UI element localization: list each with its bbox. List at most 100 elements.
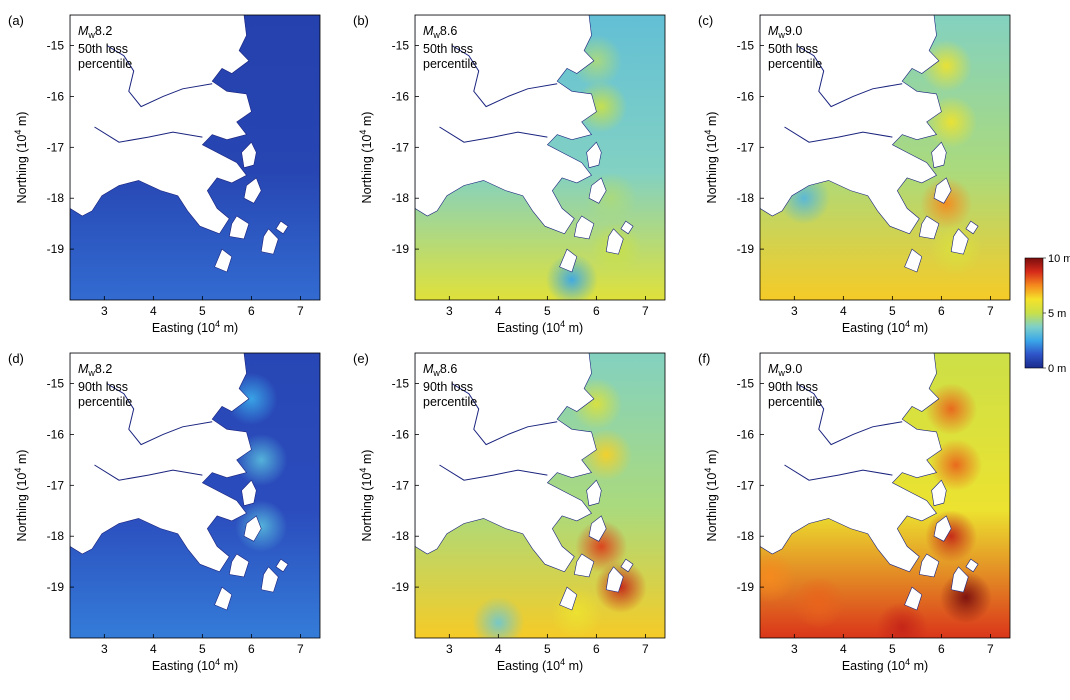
hotspot	[760, 550, 796, 603]
river	[94, 464, 203, 481]
panel-label: (c)	[698, 13, 713, 28]
y-tick-label: -15	[47, 39, 65, 53]
inundation-field	[760, 353, 1010, 638]
hotspot	[925, 382, 978, 435]
x-tick-label: 7	[642, 304, 649, 318]
percentile-label: 90th loss	[423, 380, 473, 394]
island	[586, 479, 602, 507]
y-tick-label: -17	[392, 478, 410, 492]
island	[243, 177, 262, 204]
x-axis-label: Easting (104 m)	[842, 319, 928, 335]
hotspot	[920, 39, 973, 92]
hotspot	[920, 177, 973, 230]
x-tick-label: 4	[840, 642, 847, 656]
x-tick-label: 5	[199, 642, 206, 656]
river	[796, 45, 903, 108]
x-axis-label: Easting (104 m)	[152, 319, 238, 335]
island	[275, 558, 289, 573]
percentile-label: 50th loss	[78, 42, 128, 56]
plot-frame	[414, 14, 666, 301]
y-tick-label: -18	[737, 191, 755, 205]
y-tick-label: -19	[392, 580, 410, 594]
x-tick-label: 3	[101, 642, 108, 656]
x-tick-label: 5	[889, 642, 896, 656]
plot-frame	[759, 352, 1011, 639]
x-tick-label: 4	[150, 642, 157, 656]
magnitude-label: Mw8.6	[423, 362, 457, 378]
island	[573, 215, 595, 240]
plot-frame	[69, 14, 321, 301]
land-mass	[70, 15, 252, 235]
y-tick-label: -15	[737, 377, 755, 391]
x-tick-label: 5	[544, 304, 551, 318]
island	[573, 553, 595, 578]
hotspot	[876, 601, 929, 638]
x-tick-label: 5	[544, 642, 551, 656]
island	[950, 566, 969, 593]
x-tick-label: 7	[297, 642, 304, 656]
river	[451, 45, 558, 108]
island	[260, 566, 279, 593]
plot-frame	[759, 14, 1011, 301]
magnitude-label: Mw9.0	[768, 24, 802, 40]
land-mass	[415, 353, 597, 573]
y-tick-label: -15	[392, 377, 410, 391]
percentile-label: percentile	[78, 57, 132, 71]
y-tick-label: -18	[737, 529, 755, 543]
y-tick-label: -16	[47, 89, 65, 103]
hotspot	[925, 510, 978, 563]
x-tick-label: 6	[938, 304, 945, 318]
percentile-label: 50th loss	[768, 42, 818, 56]
x-tick-label: 3	[446, 304, 453, 318]
percentile-label: 90th loss	[78, 380, 128, 394]
y-axis-label: Northing (104 m)	[358, 450, 374, 542]
island	[241, 141, 257, 169]
x-tick-label: 6	[248, 304, 255, 318]
panel-label: (d)	[8, 351, 24, 366]
y-axis-label: Northing (104 m)	[358, 112, 374, 204]
island	[243, 515, 262, 542]
y-tick-label: -19	[47, 242, 65, 256]
river	[784, 464, 893, 481]
river	[94, 126, 203, 143]
island	[620, 220, 634, 235]
y-axis-label: Northing (104 m)	[13, 112, 29, 204]
x-tick-label: 7	[987, 304, 994, 318]
y-tick-label: -17	[737, 140, 755, 154]
y-tick-label: -18	[47, 191, 65, 205]
y-tick-label: -15	[737, 39, 755, 53]
x-tick-label: 7	[987, 642, 994, 656]
river	[106, 383, 213, 446]
river	[439, 126, 548, 143]
x-tick-label: 7	[297, 304, 304, 318]
y-tick-label: -16	[737, 89, 755, 103]
land-mass	[760, 353, 942, 573]
magnitude-label: Mw8.6	[423, 24, 457, 40]
land-mass	[760, 15, 942, 235]
colorbar-label: 0 m	[1048, 363, 1066, 375]
panel-label: (b)	[353, 13, 369, 28]
y-tick-label: -19	[392, 242, 410, 256]
island	[241, 479, 257, 507]
percentile-label: 90th loss	[768, 380, 818, 394]
island	[559, 248, 578, 273]
y-tick-label: -19	[47, 580, 65, 594]
y-axis-label: Northing (104 m)	[13, 450, 29, 542]
y-tick-label: -16	[392, 89, 410, 103]
panel-label: (a)	[8, 13, 24, 28]
y-tick-label: -16	[392, 427, 410, 441]
island	[228, 553, 250, 578]
y-axis-label: Northing (104 m)	[703, 450, 719, 542]
island	[620, 558, 634, 573]
island	[605, 566, 624, 593]
island	[933, 177, 952, 204]
y-tick-label: -17	[47, 478, 65, 492]
x-tick-label: 3	[101, 304, 108, 318]
x-tick-label: 7	[642, 642, 649, 656]
y-tick-label: -15	[47, 377, 65, 391]
